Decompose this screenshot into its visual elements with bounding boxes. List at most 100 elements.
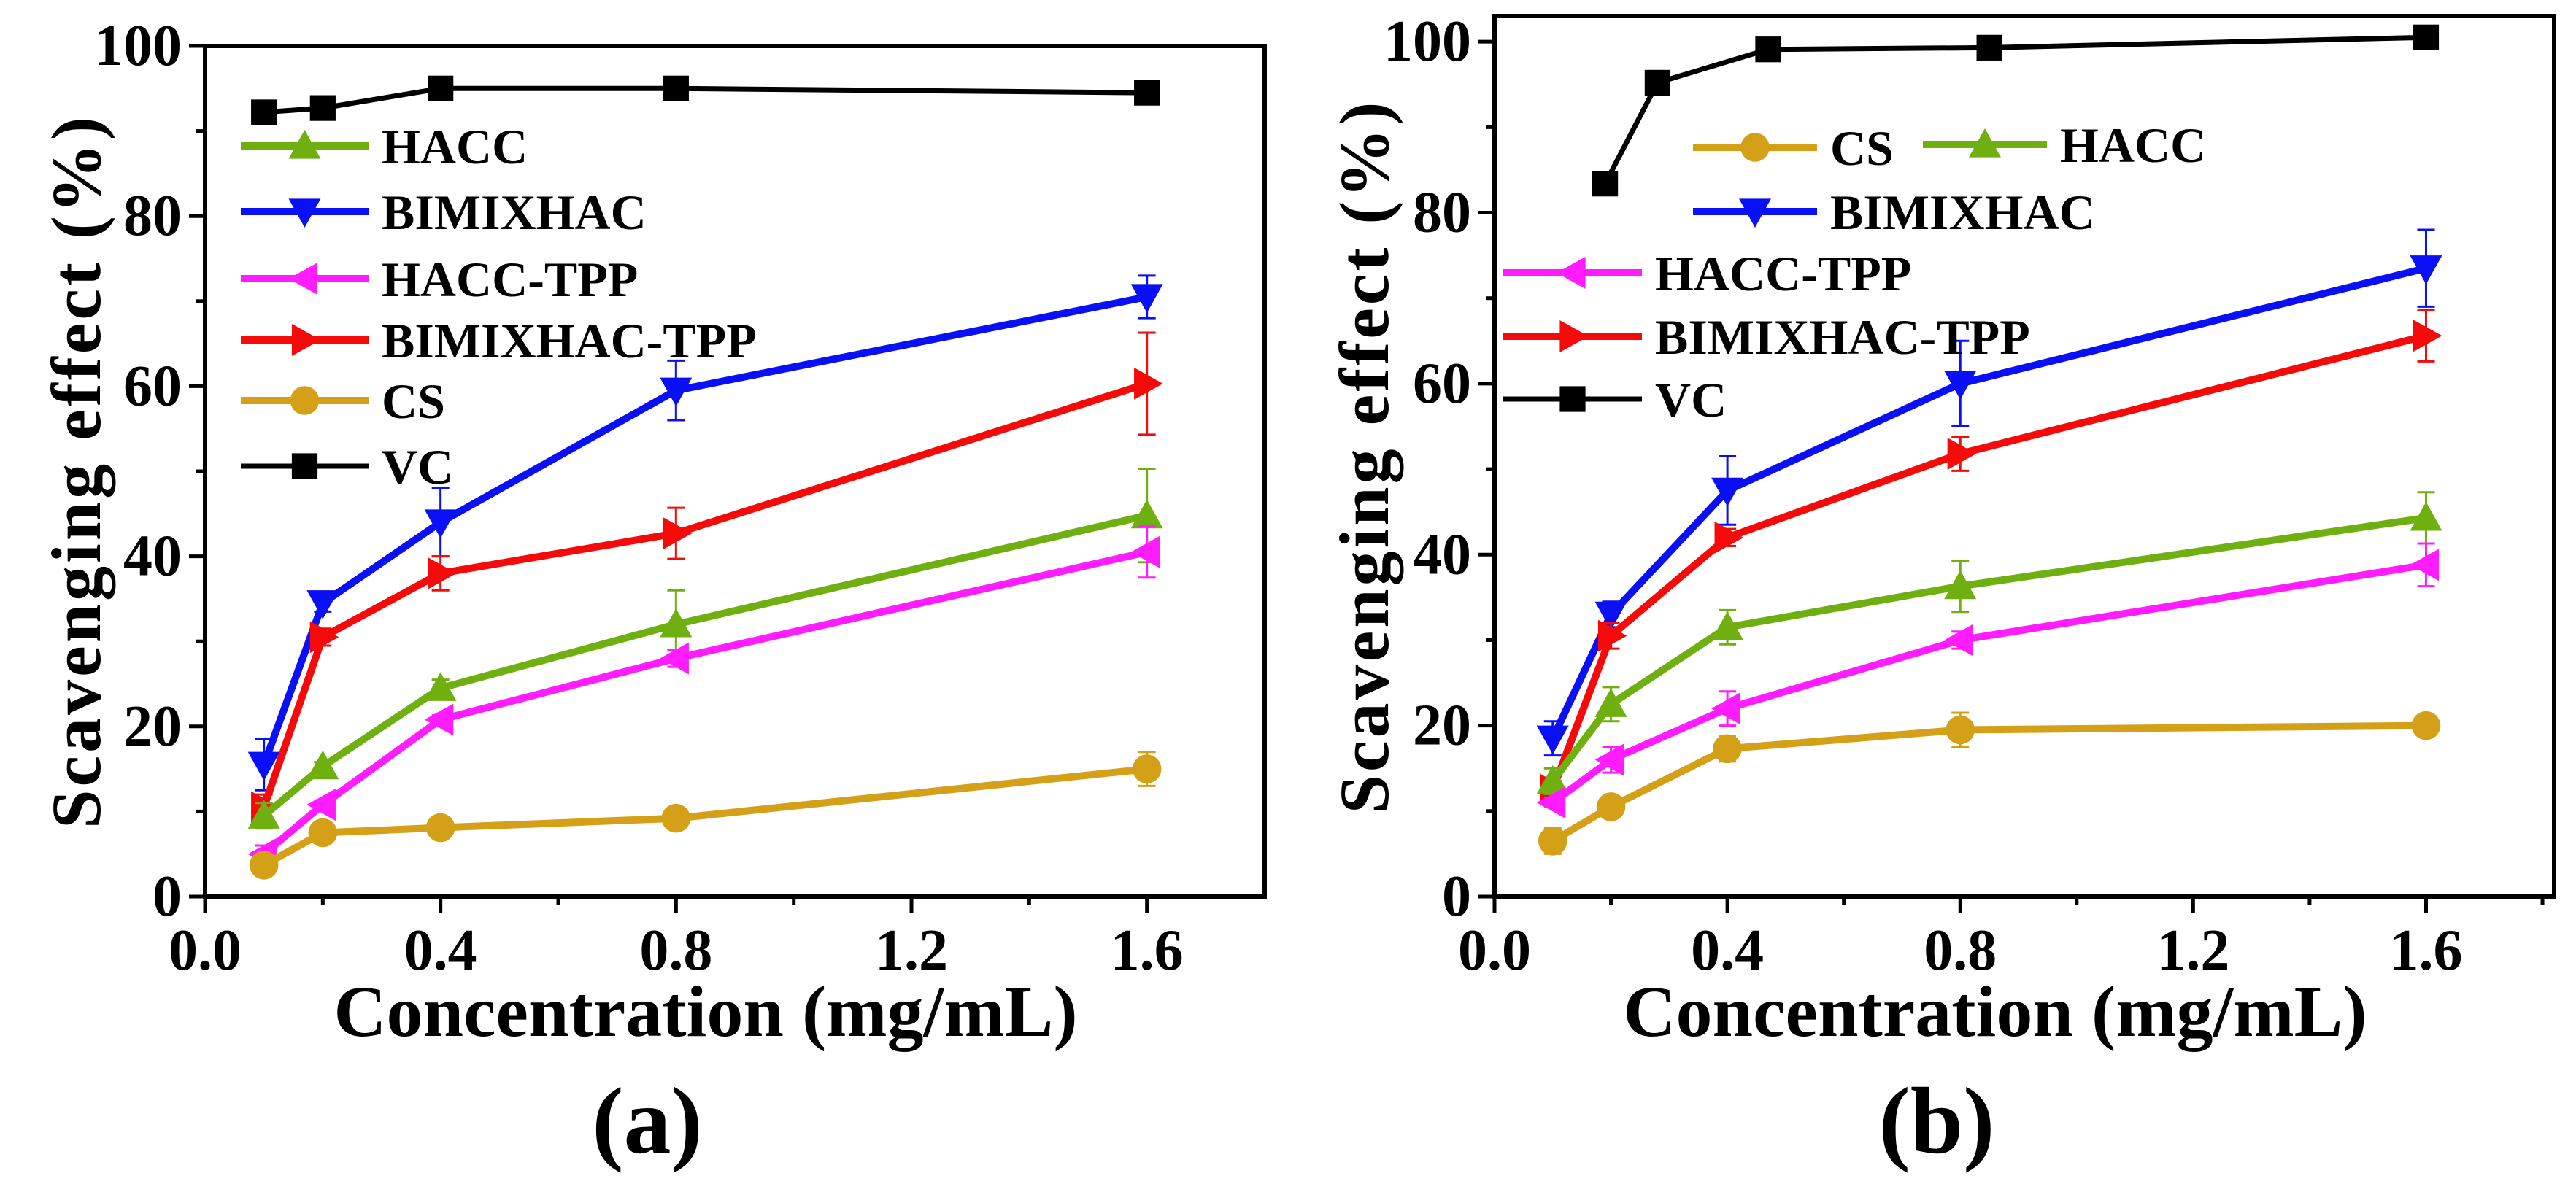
legend-item: VC xyxy=(1503,372,1727,427)
data-point xyxy=(2410,255,2442,285)
chart-panel-b: 0.0 0.4 0.8 1.2 1.6 0 20 40 60 80 100 Concentration… xyxy=(1325,9,2556,1174)
legend-item: BIMIXHAC xyxy=(1693,185,2095,240)
series-bimixhac xyxy=(1536,228,2442,757)
data-point xyxy=(424,509,457,538)
data-point xyxy=(663,517,693,550)
legend-label: BIMIXHAC-TPP xyxy=(382,313,757,368)
legend-marker xyxy=(1969,128,2001,158)
data-point xyxy=(1592,171,1619,197)
legend-marker xyxy=(1739,198,1771,228)
legend-label: CS xyxy=(382,374,445,429)
y-tick-label: 80 xyxy=(1413,181,1471,245)
legend-item: BIMIXHAC xyxy=(241,185,647,240)
series-line xyxy=(1551,721,2426,845)
data-point xyxy=(1944,570,1977,600)
legend-item: BIMIXHAC-TPP xyxy=(1503,309,2030,365)
legend-label: BIMIXHAC xyxy=(382,185,647,240)
legend-item: VC xyxy=(241,439,453,495)
data-point xyxy=(2413,24,2440,50)
series-vc xyxy=(1592,24,2440,197)
y-tick-label: 0 xyxy=(153,864,182,929)
legend-marker xyxy=(288,130,321,159)
legend-item: HACC-TPP xyxy=(241,252,638,307)
legend-marker xyxy=(291,324,321,356)
data-point xyxy=(2411,711,2441,740)
data-point xyxy=(1714,521,1744,554)
legend-label: CS xyxy=(1830,120,1894,176)
y-axis-label: Scavenging effect (%) xyxy=(37,114,115,829)
data-point xyxy=(2410,549,2440,581)
data-point xyxy=(1594,688,1627,717)
data-point xyxy=(306,750,339,780)
data-point xyxy=(1130,499,1163,529)
panel-label: (b) xyxy=(1879,1069,1995,1174)
series-line xyxy=(262,765,1148,869)
series-cs xyxy=(249,751,1162,880)
series-line xyxy=(261,511,1148,819)
data-point xyxy=(424,672,457,701)
x-tick-label: 0.4 xyxy=(1691,918,1764,983)
data-point xyxy=(309,95,336,121)
series-cs xyxy=(1538,711,2441,856)
y-tick-label: 100 xyxy=(94,14,182,78)
x-tick-label: 1.2 xyxy=(2156,918,2229,983)
chart-panel-a: 0.0 0.4 0.8 1.2 1.6 0 20 40 60 80 100 Concentration… xyxy=(37,14,1267,1174)
data-point xyxy=(1713,734,1742,764)
legend: HACC BIMIXHAC HACC-TPP BIMIXHAC-TPP CS VC xyxy=(241,119,757,495)
data-point xyxy=(1130,535,1160,568)
data-point xyxy=(428,75,454,101)
y-tick-label: 20 xyxy=(123,694,182,759)
data-point xyxy=(428,557,457,589)
data-point xyxy=(1755,36,1781,63)
series-hacc-tpp xyxy=(247,525,1160,870)
legend-label: HACC xyxy=(382,119,528,174)
x-tick-label: 1.6 xyxy=(1111,918,1184,983)
series-hacc-tpp xyxy=(1536,542,2440,819)
legend-item: CS xyxy=(1693,120,1894,176)
legend-item: HACC xyxy=(1923,117,2206,173)
data-point xyxy=(1711,611,1744,640)
data-point xyxy=(1597,619,1627,652)
data-point xyxy=(1946,715,1975,745)
data-point xyxy=(1947,437,1977,470)
data-point xyxy=(1132,754,1162,783)
legend-label: BIMIXHAC xyxy=(1830,185,2095,240)
legend-item: CS xyxy=(241,374,445,429)
data-point xyxy=(1711,477,1744,507)
data-point xyxy=(660,642,689,675)
data-point xyxy=(2410,501,2442,531)
y-tick-label: 20 xyxy=(1413,694,1471,758)
x-tick-label: 1.6 xyxy=(2389,918,2462,983)
y-tick-label: 60 xyxy=(1413,352,1471,416)
y-tick-label: 40 xyxy=(1413,522,1471,587)
data-point xyxy=(1711,692,1740,725)
legend-item: BIMIXHAC-TPP xyxy=(241,313,757,368)
data-point xyxy=(660,608,693,638)
data-point xyxy=(661,803,691,833)
series-hacc xyxy=(247,468,1163,830)
y-tick-label: 60 xyxy=(123,354,182,418)
data-point xyxy=(1536,725,1569,755)
legend-label: VC xyxy=(1655,372,1727,427)
series-vc xyxy=(251,75,1160,125)
plot-frame xyxy=(203,44,1267,899)
series-bimixhac-tpp xyxy=(251,331,1163,824)
data-point xyxy=(306,789,336,821)
y-tick-label: 100 xyxy=(1384,9,1471,74)
legend-label: BIMIXHAC-TPP xyxy=(1655,309,2030,365)
legend: CS HACC BIMIXHAC HACC-TPP BIMIXHAC-TPP VC xyxy=(1503,117,2206,427)
data-point xyxy=(1134,367,1163,400)
x-tick-label: 0.4 xyxy=(404,918,477,983)
data-point xyxy=(425,813,455,843)
data-point xyxy=(306,590,339,619)
data-point xyxy=(1944,371,1977,400)
x-tick-label: 0.0 xyxy=(1458,918,1531,983)
data-point xyxy=(249,851,279,880)
data-point xyxy=(2413,320,2442,352)
data-point xyxy=(660,377,693,407)
data-point xyxy=(247,800,280,829)
data-point xyxy=(1594,743,1624,776)
x-tick-label: 1.2 xyxy=(875,918,948,983)
legend-marker xyxy=(291,453,318,479)
